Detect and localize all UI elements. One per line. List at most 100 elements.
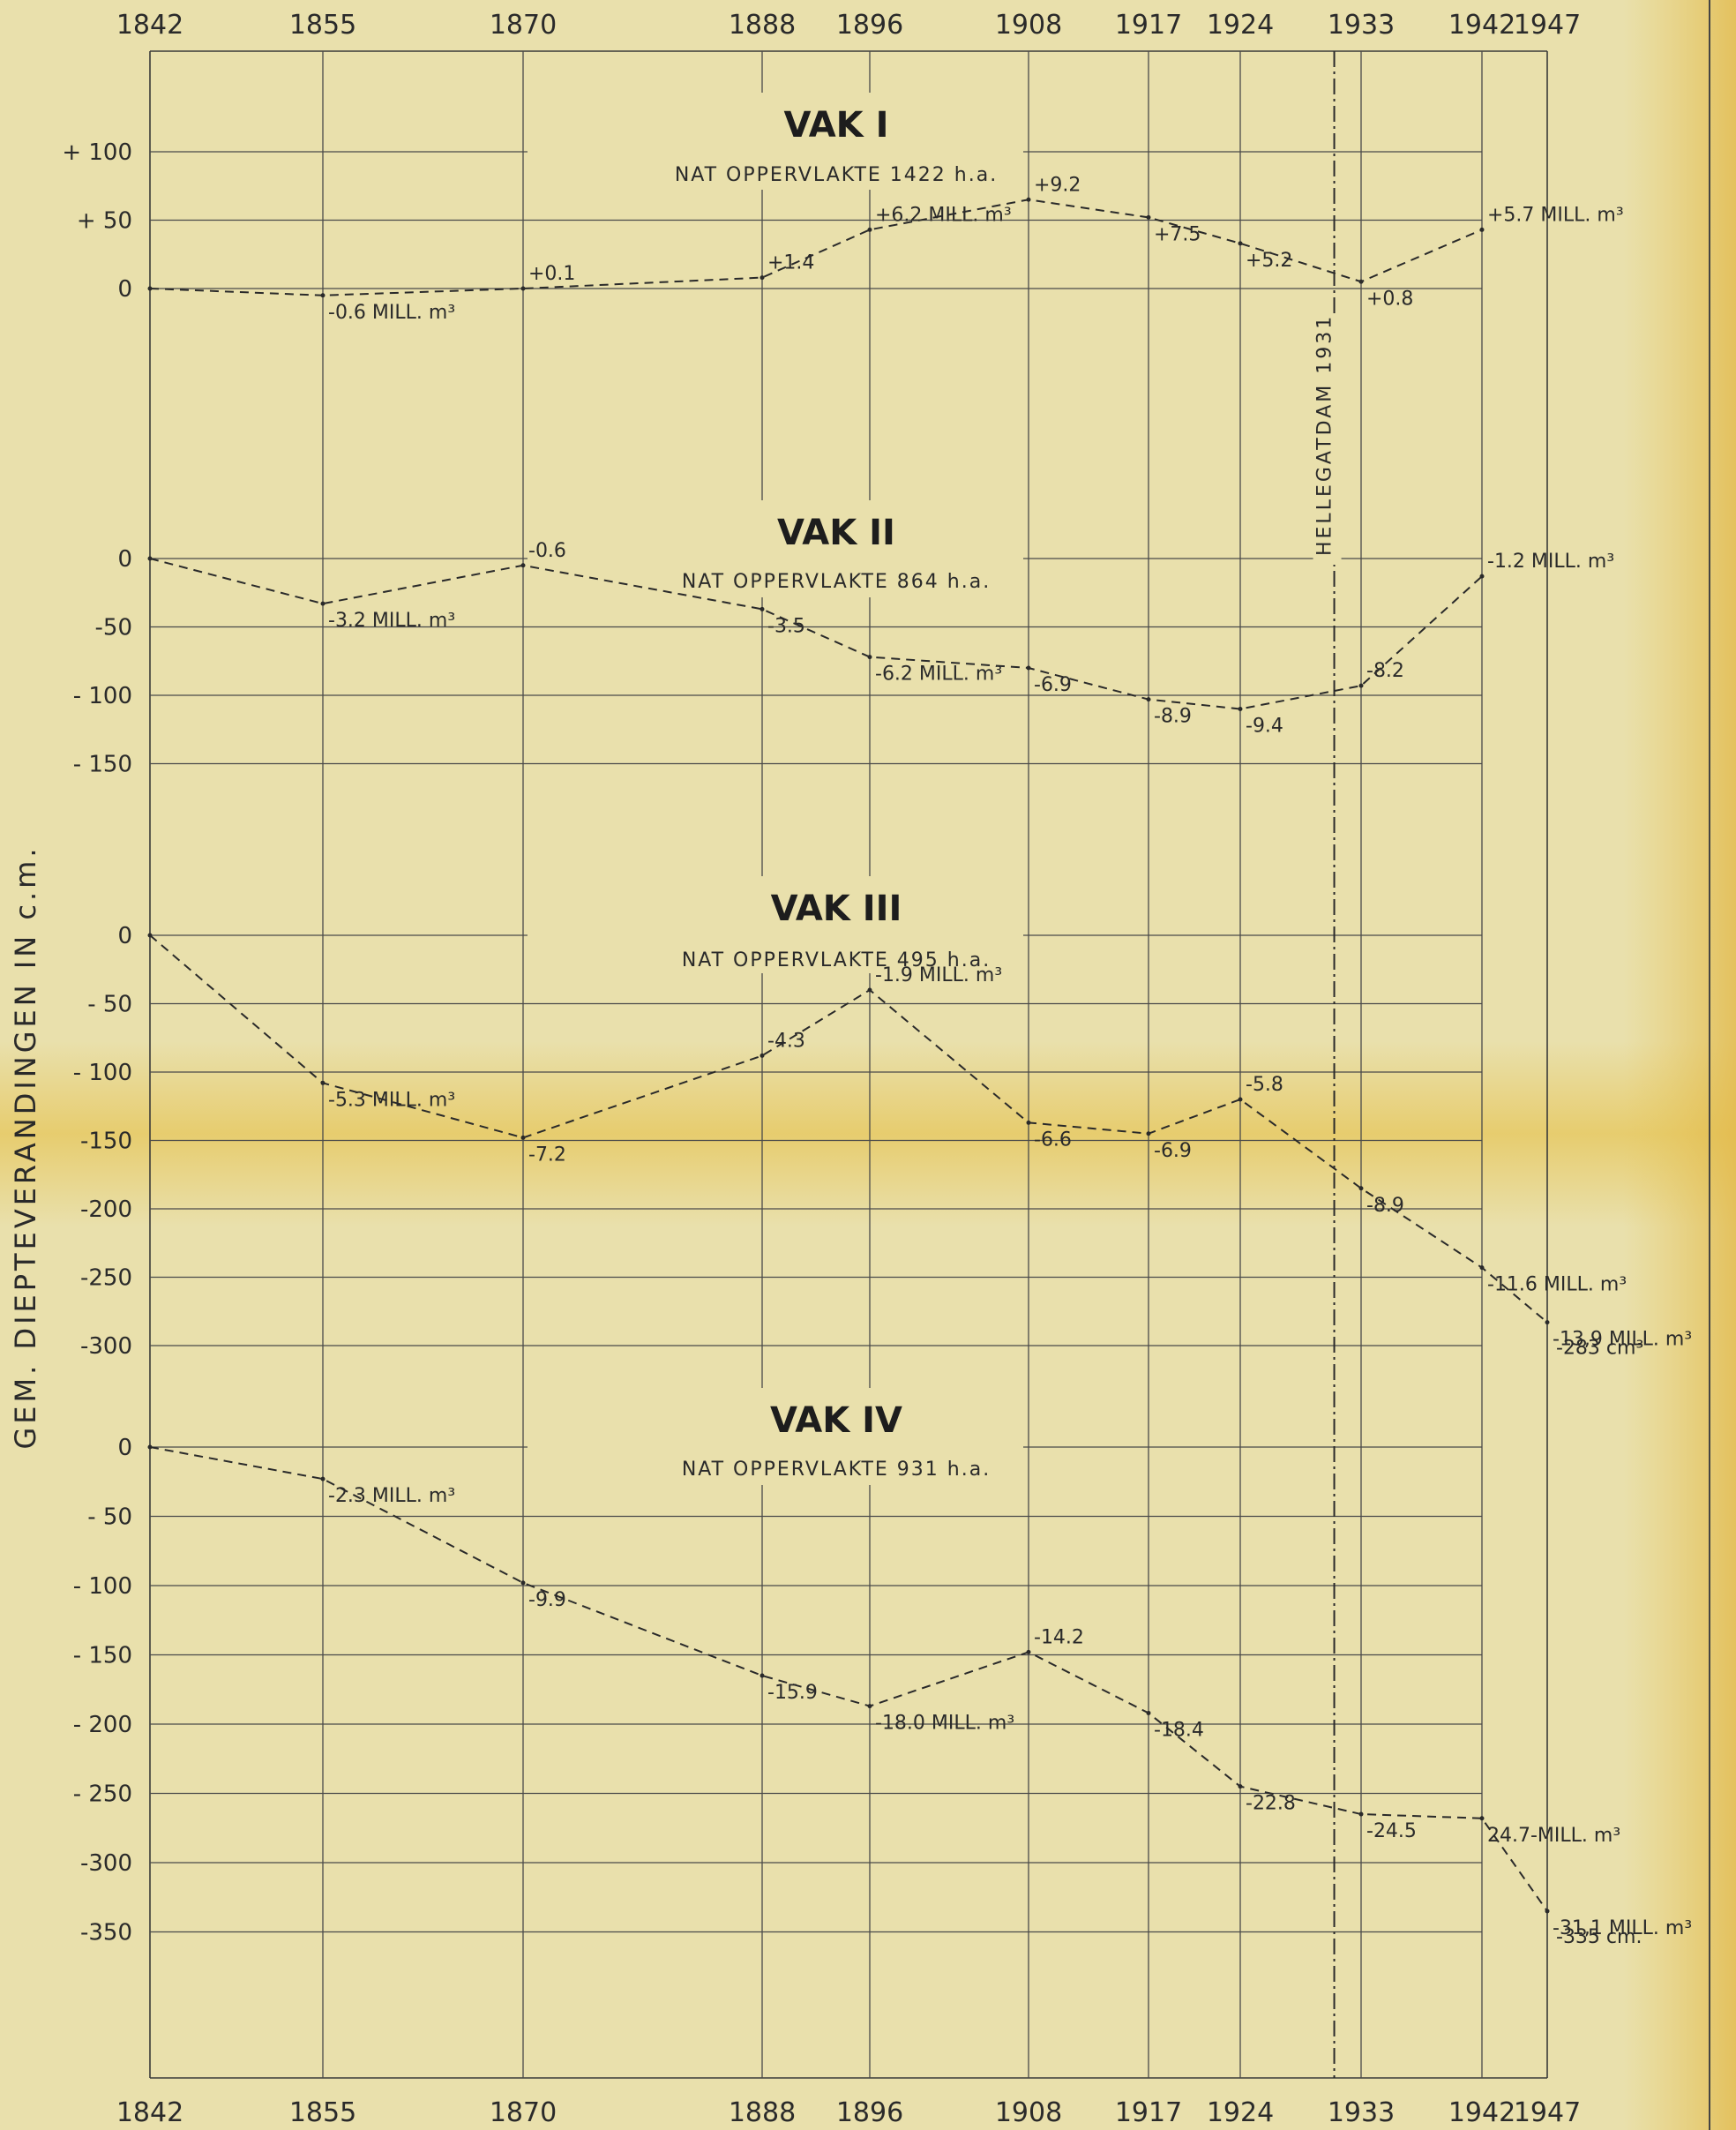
- panel-4-point: [1479, 1816, 1485, 1821]
- panel-3-data-label: -5.3 MILL. m³: [328, 1089, 455, 1111]
- panel-3-data-label: -1.9 MILL. m³: [875, 964, 1002, 986]
- year-label-top-1870: 1870: [490, 10, 557, 41]
- panel-2-data-label: -8.2: [1366, 660, 1404, 682]
- panel-3-data-label: -5.8: [1246, 1074, 1283, 1096]
- panel-2-ytick-label: -50: [95, 615, 132, 641]
- panel-3-data-label: -11.6 MILL. m³: [1487, 1274, 1627, 1296]
- paper-stain-edge: [1623, 0, 1736, 2130]
- panel-1-data-label: -0.6 MILL. m³: [328, 302, 455, 324]
- panel-2-point: [1146, 697, 1151, 702]
- panel-3-point: [1238, 1097, 1243, 1102]
- panel-1-data-label: +0.8: [1366, 288, 1413, 310]
- panel-4-ytick-label: -350: [80, 1920, 132, 1946]
- panel-1-title-box: [528, 93, 1023, 190]
- panel-1-title: VAK I: [783, 105, 888, 146]
- panel-3-ytick-label: -300: [80, 1333, 132, 1360]
- panel-1-data-label: +5.7 MILL. m³: [1487, 204, 1624, 226]
- panel-3: 0 - 50 - 100 -150 -200 -250 -300 VAK III NAT OPP…: [73, 876, 1692, 1360]
- panel-4-title: VAK IV: [770, 1400, 902, 1441]
- panel-1-point: [320, 293, 326, 298]
- year-label-bottom-1908: 1908: [995, 2097, 1062, 2128]
- panel-3-ytick-label: -200: [80, 1196, 132, 1223]
- year-label-bottom-1870: 1870: [490, 2097, 557, 2128]
- panel-3-point: [320, 1080, 326, 1085]
- y-axis-title: GEM. DIEPTEVERANDINGEN IN c.m.: [9, 845, 42, 1450]
- panel-1-data-label: +6.2 MILL. m³: [875, 204, 1012, 226]
- panel-1-point: [1026, 197, 1031, 202]
- panel-3-title-box: [528, 876, 1023, 973]
- panel-3-ytick-label: - 100: [73, 1060, 132, 1086]
- panel-1-point: [520, 286, 526, 291]
- panel-3-point: [1358, 1186, 1364, 1191]
- panel-2-point: [147, 556, 153, 561]
- year-label-top-1924: 1924: [1207, 10, 1274, 41]
- panel-3-title: VAK III: [771, 889, 902, 929]
- panel-4-point: [147, 1444, 153, 1450]
- panel-2-subtitle: NAT OPPERVLAKTE 864 h.a.: [682, 571, 991, 593]
- year-label-bottom-1917: 1917: [1115, 2097, 1182, 2128]
- panel-2-data-label: -6.2 MILL. m³: [875, 664, 1002, 686]
- panel-1-point: [760, 275, 765, 281]
- panel-4-data-label: -9.9: [528, 1589, 566, 1611]
- panel-2-title: VAK II: [777, 513, 895, 553]
- panel-1-point: [1358, 279, 1364, 284]
- panel-1-series-line: [149, 199, 1483, 296]
- year-label-top-1888: 1888: [729, 10, 796, 41]
- panel-3-point: [1479, 1265, 1485, 1271]
- panel-4-end-note: -335 cm.: [1556, 1926, 1642, 1948]
- panel-4: 0 - 50 - 100 - 150 - 200 - 250 -300 -350 VAK IV N…: [73, 1388, 1692, 1948]
- panel-4-point: [1026, 1649, 1031, 1654]
- year-label-top-1908: 1908: [995, 10, 1062, 41]
- panel-4-point: [1238, 1784, 1243, 1789]
- panel-2-point: [1479, 574, 1485, 579]
- panel-2-data-label: -1.2 MILL. m³: [1487, 551, 1614, 573]
- panel-3-point: [1026, 1120, 1031, 1125]
- panel-2-data-label: -8.9: [1154, 706, 1192, 728]
- year-label-top-1896: 1896: [836, 10, 903, 41]
- panel-4-point: [1146, 1710, 1151, 1715]
- panel-4-ytick-label: -300: [80, 1850, 132, 1877]
- panel-4-ytick-label: 0: [117, 1435, 132, 1461]
- year-label-top-1855: 1855: [289, 10, 356, 41]
- panel-4-data-label: -31,1 MILL. m³: [1553, 1917, 1692, 1939]
- year-axis-layer: 1842 1842 1855 1855 1870 1870 1888 1888 1896 1896…: [116, 10, 1581, 2128]
- panel-3-ytick-label: -150: [80, 1129, 132, 1155]
- year-label-bottom-1947: 1947: [1514, 2097, 1581, 2128]
- year-label-bottom-1855: 1855: [289, 2097, 356, 2128]
- panel-4-ytick-label: - 150: [73, 1643, 132, 1669]
- panel-1-point: [1238, 241, 1243, 246]
- panel-1-subtitle: NAT OPPERVLAKTE 1422 h.a.: [675, 164, 998, 186]
- panel-4-ytick-label: - 250: [73, 1781, 132, 1808]
- panel-4-subtitle: NAT OPPERVLAKTE 931 h.a.: [682, 1459, 991, 1481]
- year-label-top-1942: 1942: [1448, 10, 1515, 41]
- panel-4-point: [520, 1580, 526, 1586]
- panel-4-point: [1358, 1811, 1364, 1817]
- panel-1-data-label: +5.2: [1246, 250, 1292, 272]
- panel-4-title-box: [528, 1388, 1023, 1485]
- panel-3-point: [760, 1053, 765, 1058]
- panel-1-point: [1479, 227, 1485, 232]
- panel-3-subtitle: NAT OPPERVLAKTE 495 h.a.: [682, 949, 991, 971]
- panel-4-data-label: -18.0 MILL. m³: [875, 1713, 1014, 1735]
- panel-2-ytick-label: - 100: [73, 683, 132, 709]
- panel-3-ytick-label: 0: [117, 923, 132, 949]
- panel-2-point: [760, 606, 765, 611]
- panel-3-ytick-label: - 50: [87, 992, 132, 1018]
- panel-4-data-label: -15.9: [767, 1682, 818, 1704]
- panel-1-point: [1146, 214, 1151, 220]
- panel-2: 0 -50 - 100 - 150 VAK II NAT OPPERVLAKTE 864 …: [73, 500, 1614, 778]
- panel-4-point: [760, 1673, 765, 1678]
- year-label-bottom-1942: 1942: [1448, 2097, 1515, 2128]
- panel-1-data-label: +7.5: [1154, 223, 1201, 245]
- panel-2-point: [867, 655, 872, 660]
- year-label-bottom-1933: 1933: [1328, 2097, 1395, 2128]
- panel-1-ytick-label: 0: [117, 276, 132, 303]
- panel-3-point: [147, 933, 153, 938]
- panel-2-point: [520, 563, 526, 568]
- panel-3-end-note: -283 cm³: [1556, 1338, 1643, 1360]
- panel-2-data-label: -0.6: [528, 540, 566, 562]
- panel-3-data-label: -7.2: [528, 1144, 566, 1166]
- panel-3-ytick-label: -250: [80, 1265, 132, 1292]
- year-label-top-1933: 1933: [1328, 10, 1395, 41]
- panel-2-data-label: -9.4: [1246, 716, 1283, 738]
